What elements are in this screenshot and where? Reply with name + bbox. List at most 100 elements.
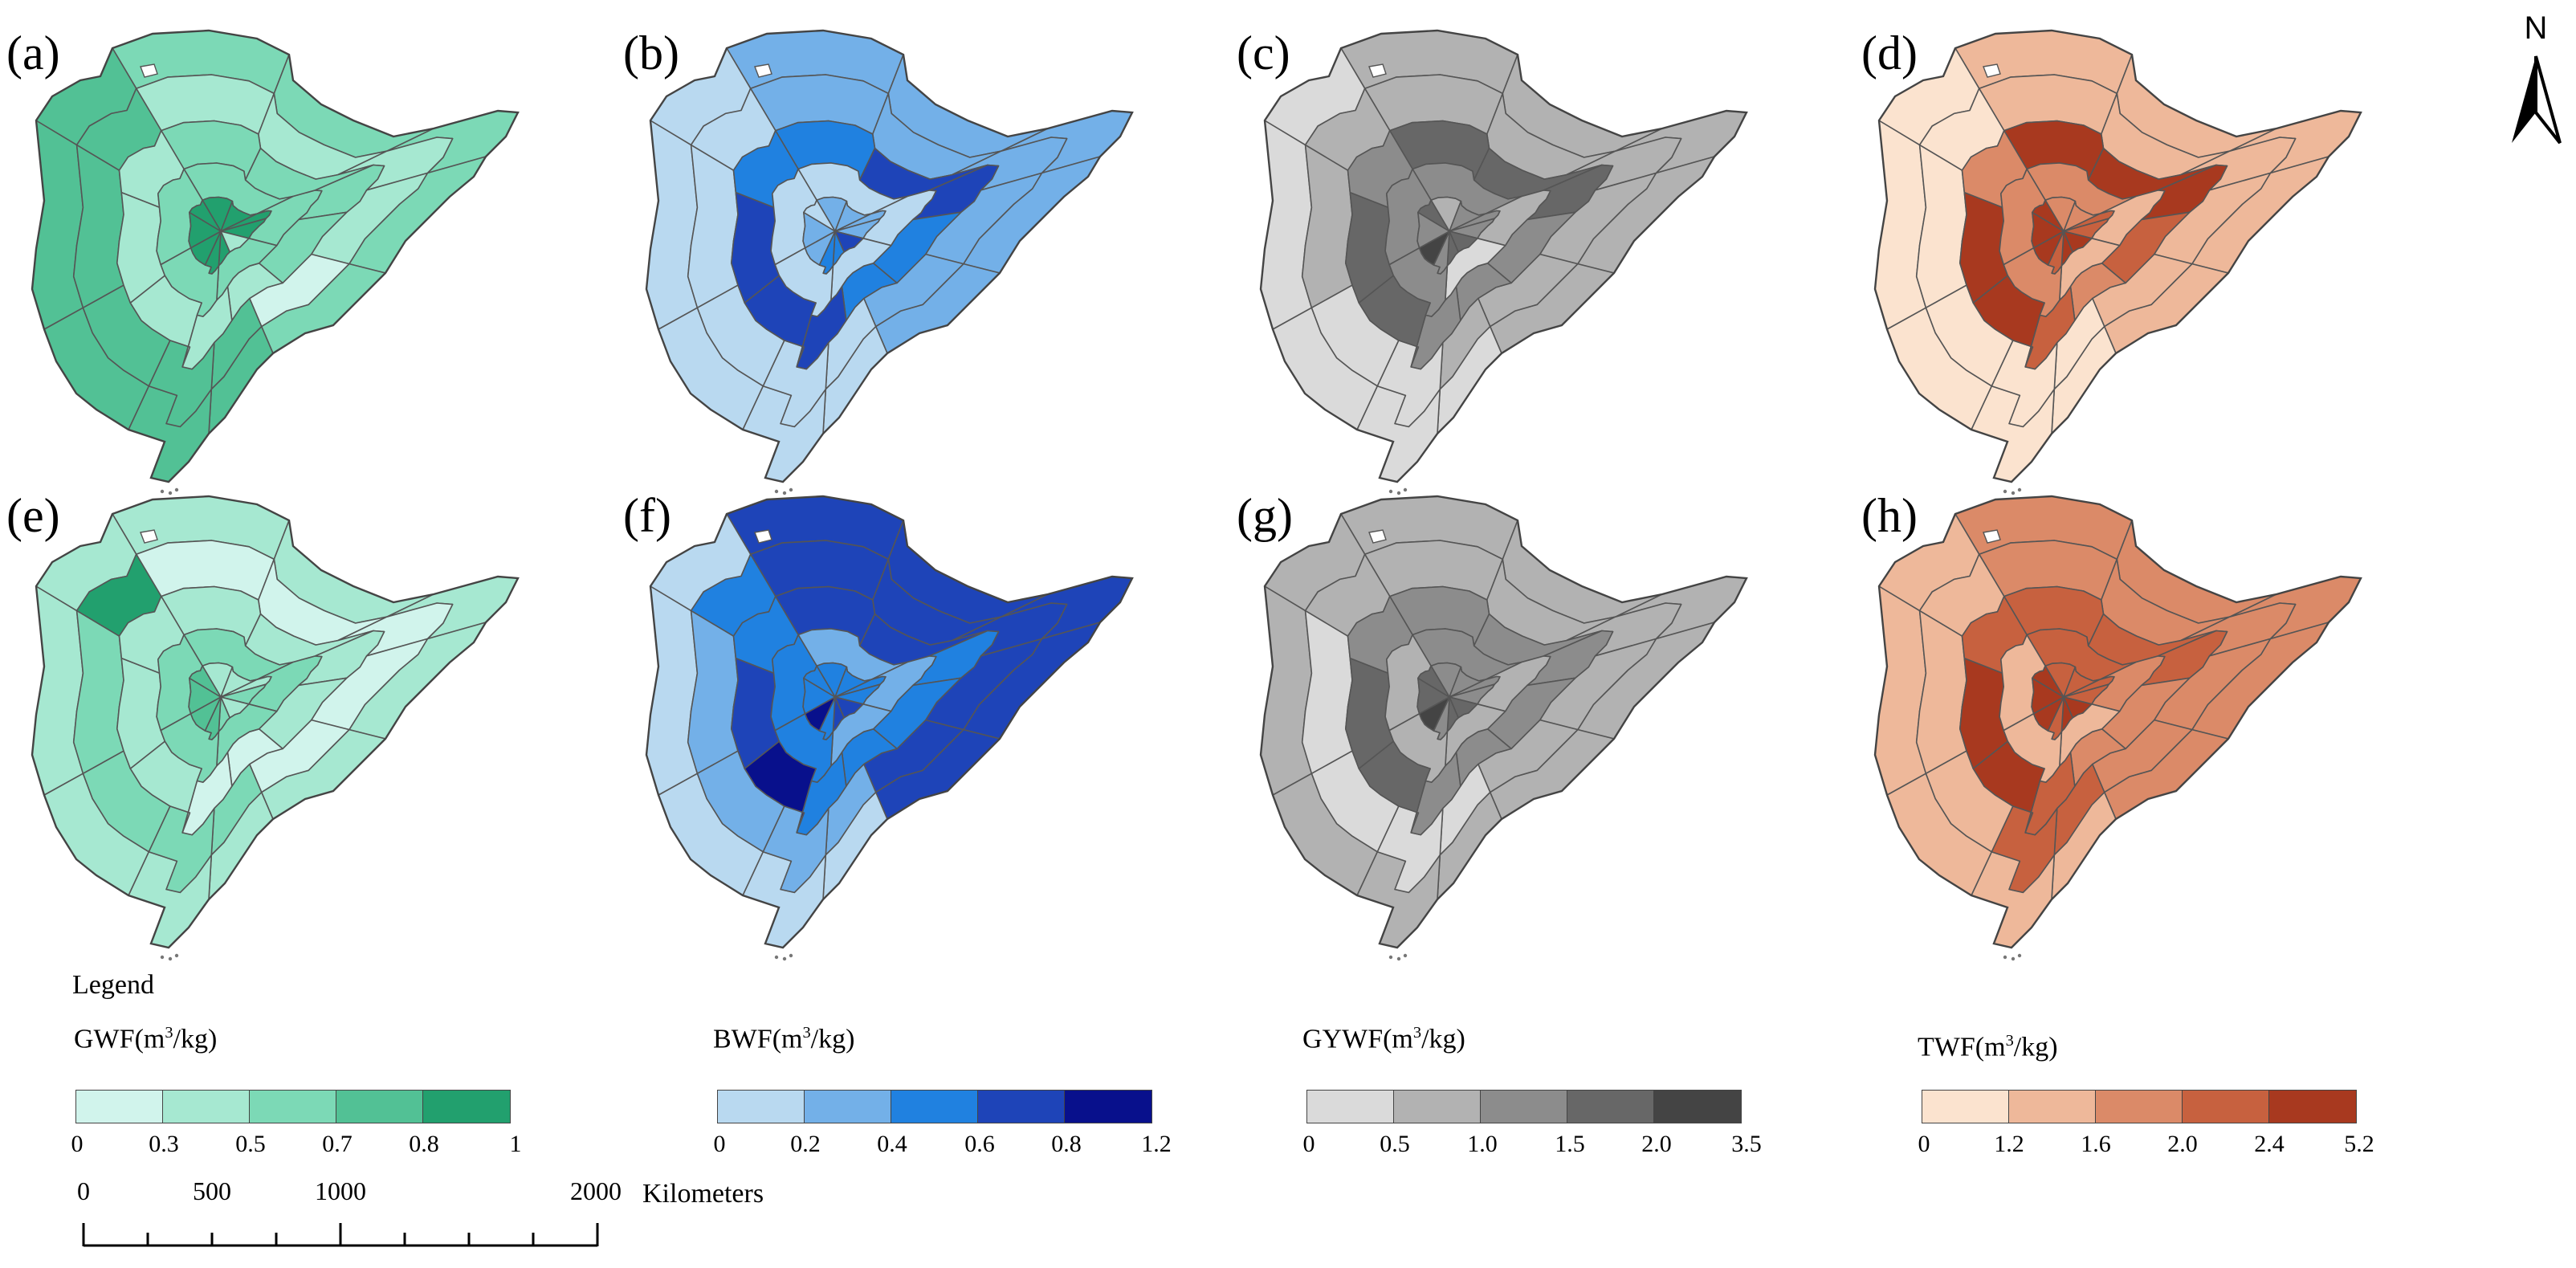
island [2003,955,2007,960]
legend-gwf-swatch [423,1091,510,1123]
scale-unit: Kilometers [642,1179,764,1209]
legend-gwf-tick: 0.5 [235,1131,266,1157]
map-c [1259,29,1748,495]
island [1403,953,1408,958]
island [789,487,793,492]
legend-twf-title: TWF(m3/kg) [1918,1032,2058,1062]
island [1396,956,1401,961]
map-g [1259,495,1748,961]
legend-bwf-swatch [1065,1091,1151,1123]
legend-gywf-swatch [1307,1091,1394,1123]
legend-twf-swatch [2009,1091,2096,1123]
legend-gwf-tick: 0.7 [322,1131,353,1157]
legend-bwf-tick: 0.6 [964,1131,995,1157]
panel-label-h: (h) [1861,489,1918,542]
island [789,953,793,958]
legend-gwf-swatch [76,1091,163,1123]
scale-label: 0 [77,1176,90,1205]
map-d [1873,29,2362,495]
legend-gwf-title: GWF(m3/kg) [74,1024,218,1054]
map-region [1301,610,1353,774]
island [160,955,165,960]
lake [1368,529,1387,544]
scale-label: 500 [193,1176,231,1205]
scale-label: 1000 [315,1176,366,1205]
legend-bwf-title: BWF(m3/kg) [713,1024,855,1054]
map-region [687,610,739,774]
legend-bwf-tick: 0.2 [790,1131,821,1157]
scale-bar-graphic [82,1223,599,1247]
region-outline [645,29,1134,483]
lake [754,63,772,78]
legend-gwf-swatch [250,1091,336,1123]
map-panel-e [16,482,626,964]
map-region [1417,199,1450,232]
map-region [1915,610,1967,774]
legend-twf-tick: 5.2 [2344,1131,2374,1157]
scale-label: 2000 [570,1176,622,1205]
panel-label-c: (c) [1237,27,1290,80]
region-outline [645,495,1134,949]
map-b [645,29,1134,495]
island [2017,487,2022,492]
island [782,491,787,495]
legend-gywf-swatch [1654,1091,1741,1123]
legend-gywf-tick: 1.0 [1467,1131,1498,1157]
legend-gwf-swatch [163,1091,250,1123]
legend-twf-tick: 1.2 [1994,1131,2024,1157]
legend-bwf-bar [717,1090,1152,1123]
legend-bwf-tick: 0 [713,1131,726,1157]
map-e [31,495,520,961]
map-region [687,144,739,308]
legend-gywf-title: GYWF(m3/kg) [1302,1024,1465,1054]
legend-gywf-bar [1306,1090,1742,1123]
legend-gywf-tick: 0.5 [1380,1131,1410,1157]
island [168,956,173,961]
legend-twf-tick: 0 [1918,1131,1930,1157]
legend-twf-tick: 2.4 [2254,1131,2285,1157]
legend-title: Legend [72,970,154,1000]
map-h [1873,495,2362,961]
legend-bwf-tick: 0.8 [1051,1131,1082,1157]
map-region [2032,665,2064,698]
region-outline [1259,29,1748,483]
legend-bwf-swatch [718,1091,805,1123]
map-f [645,495,1134,961]
legend-gywf-tick: 0 [1302,1131,1315,1157]
island [2003,489,2007,494]
panel-label-e: (e) [6,489,60,542]
lake [1983,63,2001,78]
legend-gywf-tick: 1.5 [1555,1131,1585,1157]
map-region [1417,665,1450,698]
island [2011,491,2016,495]
legend-gwf-tick: 1 [509,1131,522,1157]
island [160,489,165,494]
map-panel-c [1245,16,1855,498]
panel-label-a: (a) [6,27,60,80]
legend-bwf-swatch [978,1091,1065,1123]
map-region [1301,144,1353,308]
region-outline [1873,29,2362,483]
panel-label-f: (f) [623,489,671,542]
map-region [2032,199,2064,232]
legend-gywf-swatch [1567,1091,1654,1123]
island [2017,953,2022,958]
map-region [189,665,222,698]
legend-twf-swatch [1922,1091,2009,1123]
map-region [189,199,222,232]
legend-bwf-tick: 1.2 [1141,1131,1172,1157]
map-panel-f [630,482,1241,964]
region-outline [1259,495,1748,949]
legend-twf-bar [1922,1090,2357,1123]
island [774,489,779,494]
map-region [72,610,124,774]
legend-twf-tick: 2.0 [2167,1131,2198,1157]
legend-gwf-bar [75,1090,511,1123]
north-arrow-icon: N [2512,10,2562,145]
legend-gwf-tick: 0 [71,1131,84,1157]
panel-label-b: (b) [623,27,679,80]
legend-bwf-tick: 0.4 [877,1131,907,1157]
map-panel-a [16,16,626,498]
island [774,955,779,960]
lake [754,529,772,544]
